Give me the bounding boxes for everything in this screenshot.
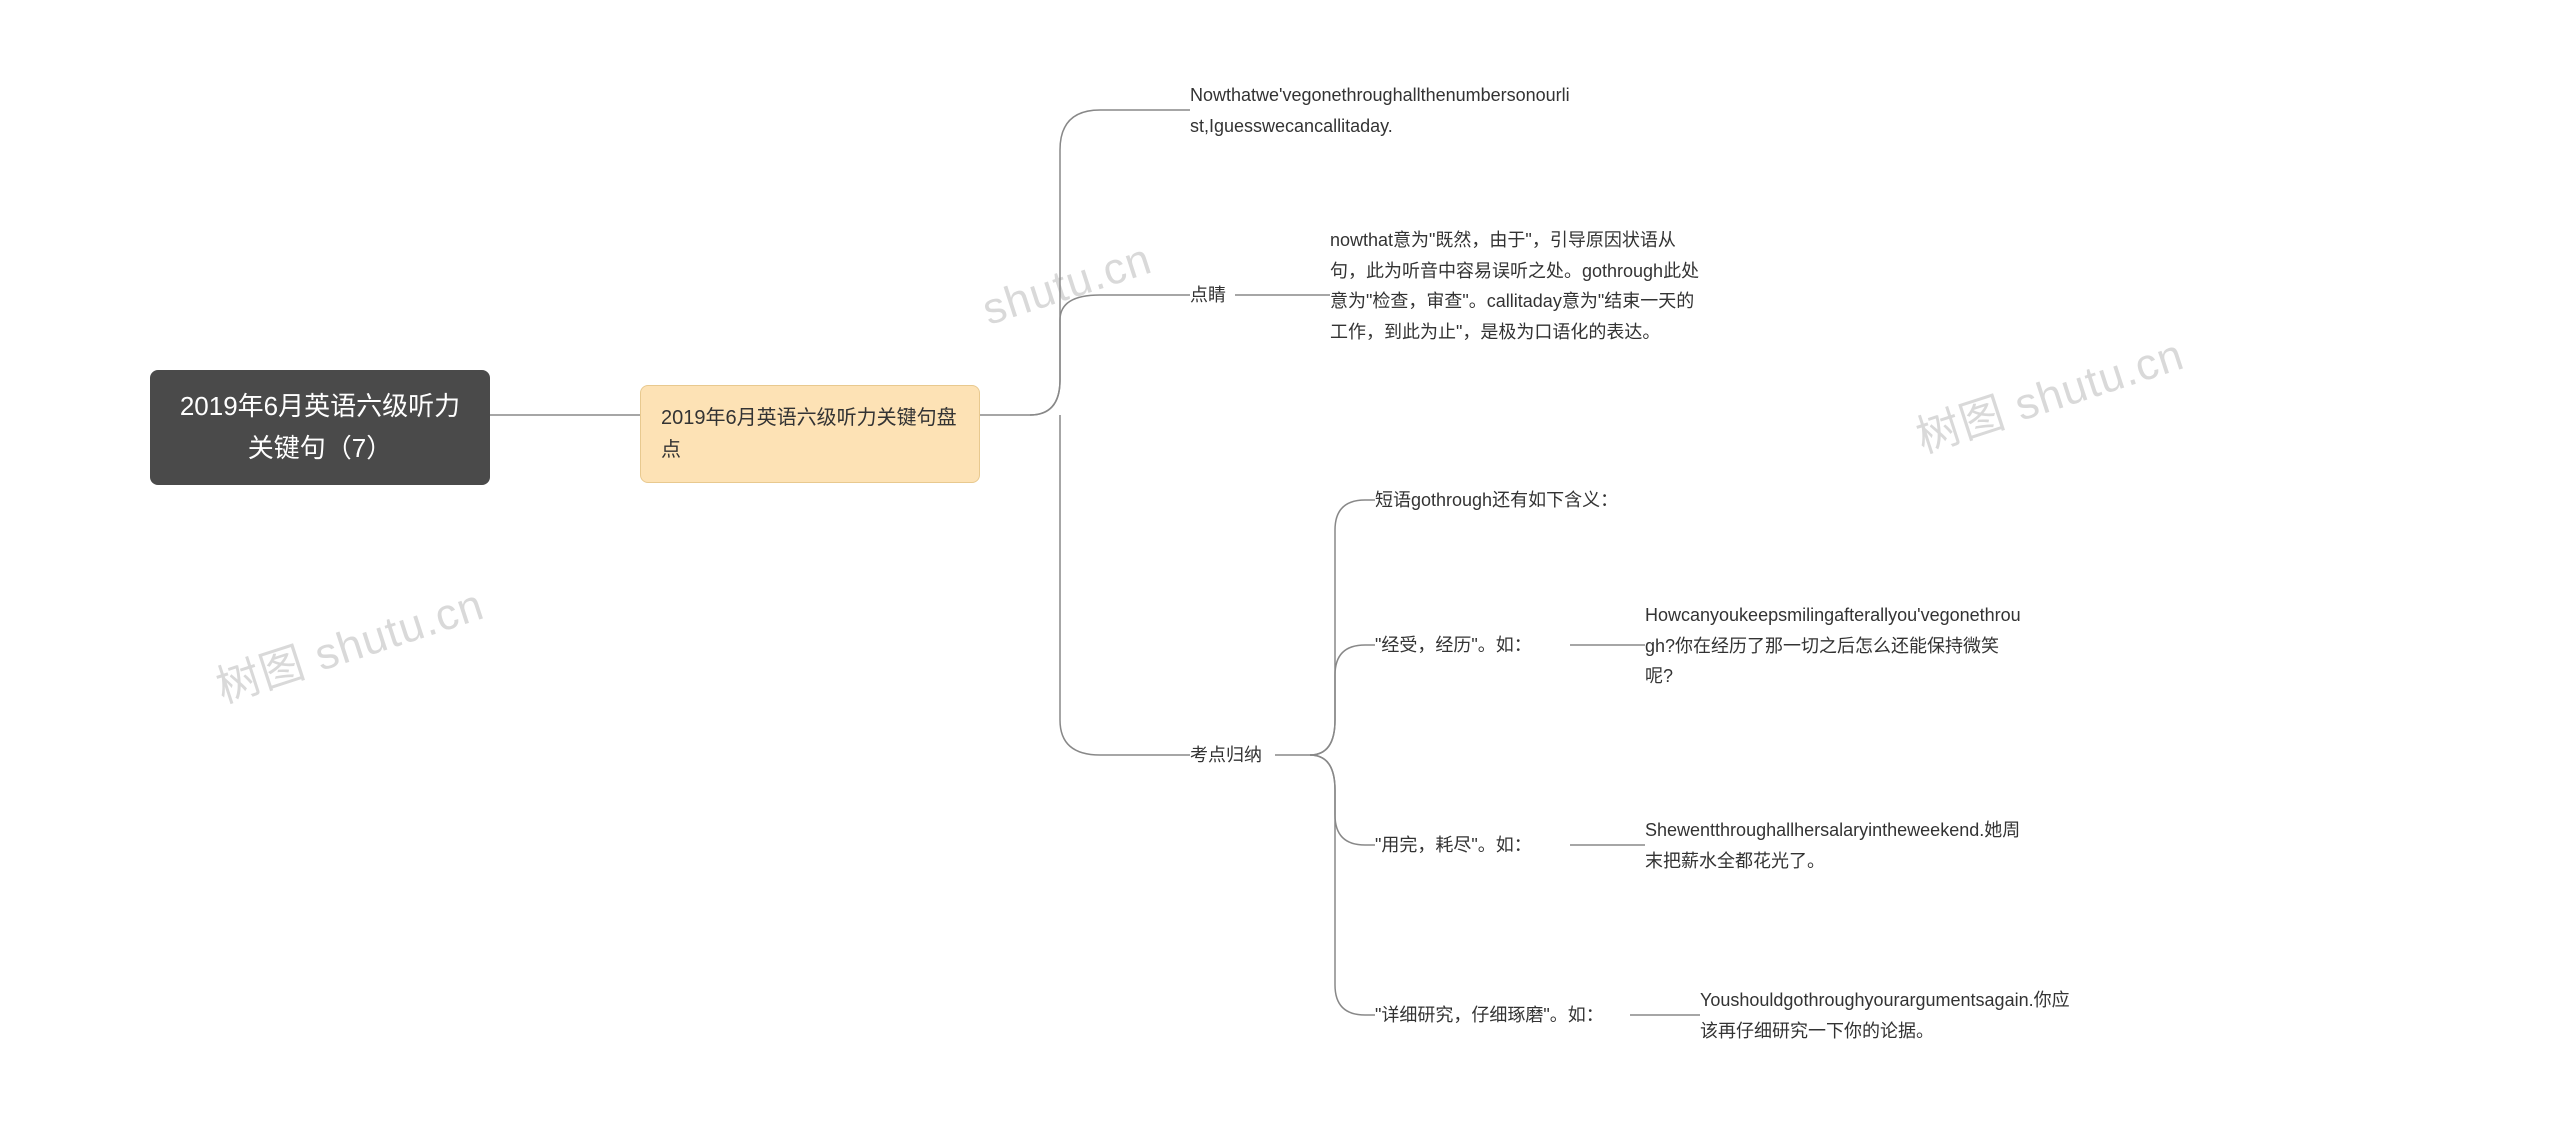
kaodian-item3-text-node: Youshouldgothroughyourargumentsagain.你应该…	[1700, 985, 2080, 1046]
sentence-text: Nowthatwe'vegonethroughallthenumbersonou…	[1190, 80, 1570, 141]
kaodian-item3-label-node: "详细研究，仔细琢磨"。如：	[1375, 1000, 1604, 1031]
dianjing-label: 点睛	[1190, 280, 1226, 311]
kaodian-item1-text: Howcanyoukeepsmilingafterallyou'vegoneth…	[1645, 600, 2025, 692]
root-title-line1: 2019年6月英语六级听力	[170, 386, 470, 428]
level1-text: 2019年6月英语六级听力关键句盘点	[661, 407, 957, 461]
watermark: 树图 shutu.cn	[207, 569, 491, 716]
kaodian-item2-label: "用完，耗尽"。如：	[1375, 830, 1532, 861]
root-node: 2019年6月英语六级听力 关键句（7）	[150, 370, 490, 485]
root-box: 2019年6月英语六级听力 关键句（7）	[150, 370, 490, 485]
dianjing-text-node: nowthat意为"既然，由于"，引导原因状语从句，此为听音中容易误听之处。go…	[1330, 225, 1710, 347]
root-title-line2: 关键句（7）	[170, 428, 470, 470]
kaodian-item2-text-node: Shewentthroughallhersalaryintheweekend.她…	[1645, 815, 2025, 876]
level1-node: 2019年6月英语六级听力关键句盘点	[640, 385, 980, 483]
kaodian-item1-label: "经受，经历"。如：	[1375, 630, 1532, 661]
kaodian-item1-text-node: Howcanyoukeepsmilingafterallyou'vegoneth…	[1645, 600, 2025, 692]
watermark: shutu.cn	[977, 234, 1158, 335]
kaodian-item2-text: Shewentthroughallhersalaryintheweekend.她…	[1645, 815, 2025, 876]
sentence-node: Nowthatwe'vegonethroughallthenumbersonou…	[1190, 80, 1570, 141]
kaodian-label-node: 考点归纳	[1190, 740, 1262, 771]
kaodian-label: 考点归纳	[1190, 740, 1262, 771]
kaodian-intro-node: 短语gothrough还有如下含义：	[1375, 485, 1618, 516]
level1-box: 2019年6月英语六级听力关键句盘点	[640, 385, 980, 483]
dianjing-text: nowthat意为"既然，由于"，引导原因状语从句，此为听音中容易误听之处。go…	[1330, 225, 1710, 347]
dianjing-label-node: 点睛	[1190, 280, 1226, 311]
kaodian-item2-label-node: "用完，耗尽"。如：	[1375, 830, 1532, 861]
kaodian-item1-label-node: "经受，经历"。如：	[1375, 630, 1532, 661]
kaodian-intro: 短语gothrough还有如下含义：	[1375, 485, 1618, 516]
watermark: 树图 shutu.cn	[1907, 319, 2191, 466]
kaodian-item3-label: "详细研究，仔细琢磨"。如：	[1375, 1000, 1604, 1031]
kaodian-item3-text: Youshouldgothroughyourargumentsagain.你应该…	[1700, 985, 2080, 1046]
connector-svg	[0, 0, 2560, 1141]
